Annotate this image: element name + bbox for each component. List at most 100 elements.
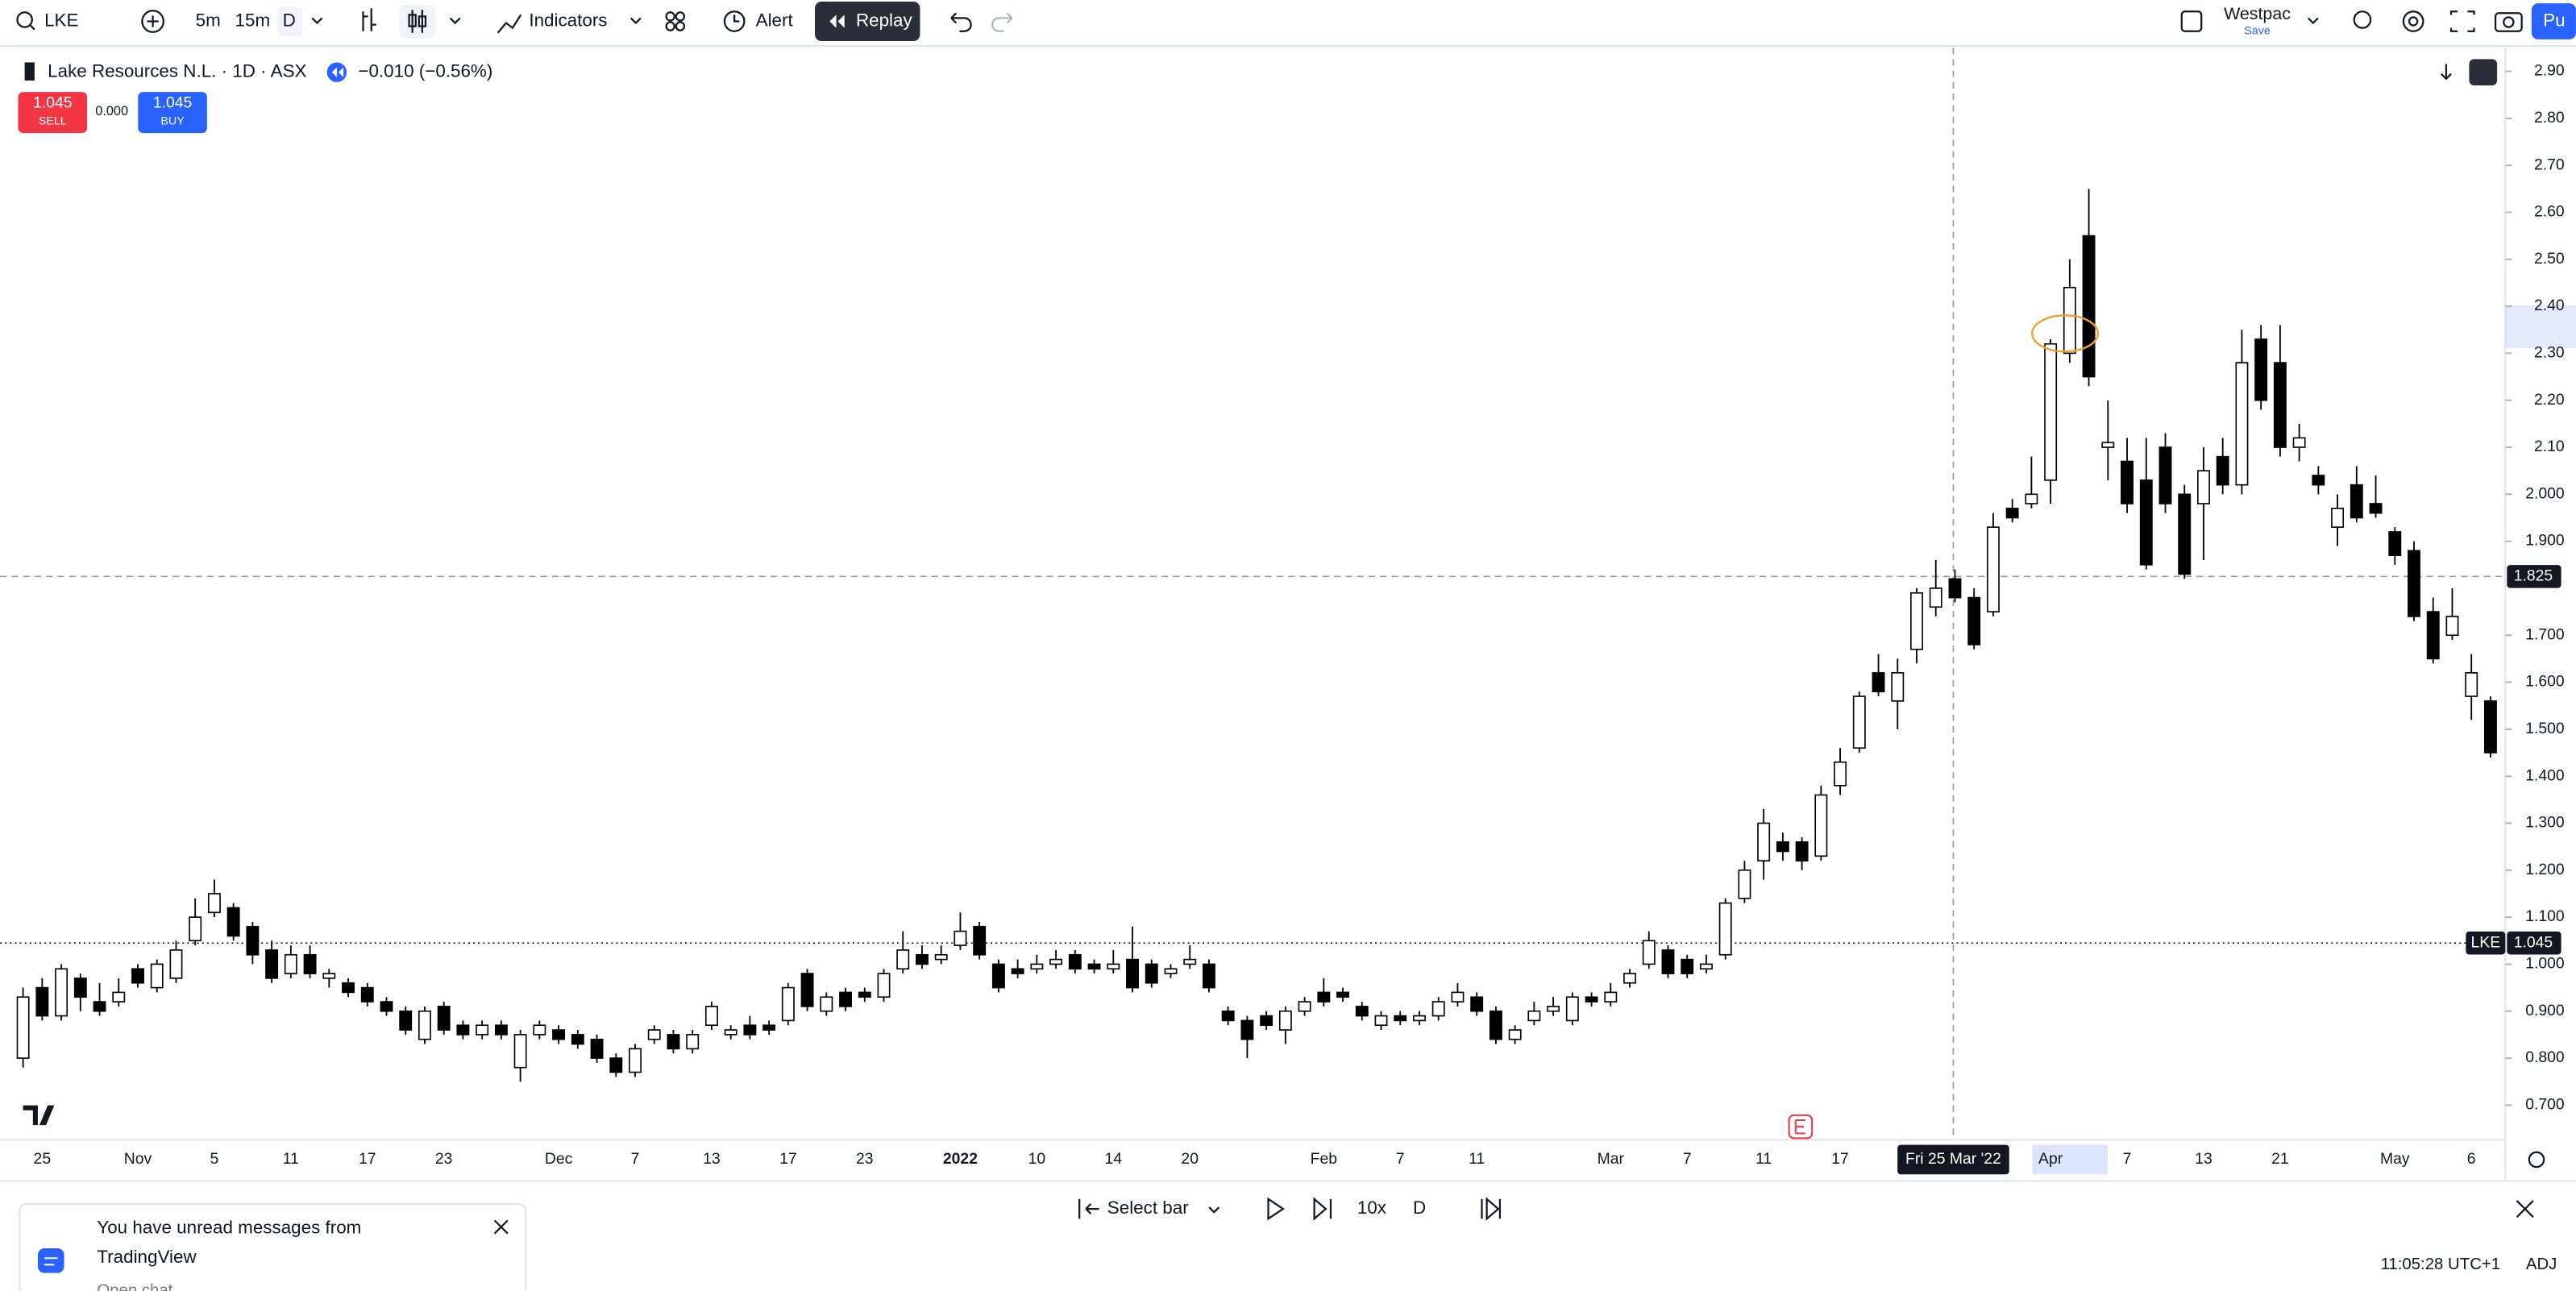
interval[interactable]: 5m bbox=[196, 10, 221, 30]
alert-icon[interactable] bbox=[723, 10, 746, 32]
y-tick-label: 0.900 bbox=[2525, 1002, 2565, 1019]
candle-body bbox=[2388, 531, 2402, 556]
last-price: 1.045 bbox=[2514, 933, 2553, 951]
candle-body bbox=[590, 1038, 604, 1059]
candle-body bbox=[322, 973, 336, 979]
sell-label[interactable]: SELL bbox=[39, 115, 67, 128]
symbol[interactable]: LKE bbox=[44, 10, 78, 30]
scroll-down[interactable] bbox=[2441, 64, 2452, 81]
fullscreen[interactable] bbox=[2449, 10, 2475, 32]
legend-change: −0.010 (−0.56%) bbox=[358, 61, 492, 81]
candle-body bbox=[2331, 508, 2345, 528]
x-tick-label: Mar bbox=[1598, 1150, 1625, 1168]
candle-body bbox=[2044, 342, 2058, 481]
candle-body bbox=[954, 930, 967, 946]
select-bar-icon[interactable] bbox=[1078, 1198, 1099, 1219]
buy-price[interactable]: 1.045 bbox=[153, 94, 192, 112]
publish-button-bg[interactable] bbox=[2531, 3, 2576, 39]
undo[interactable] bbox=[950, 12, 972, 32]
alert-button[interactable]: Alert bbox=[756, 10, 794, 30]
candle-body bbox=[1221, 1010, 1235, 1022]
replay-speed[interactable]: 10x bbox=[1357, 1198, 1386, 1218]
chevron[interactable] bbox=[311, 17, 323, 25]
last-price-bg bbox=[2507, 931, 2561, 955]
publish-button[interactable]: Pu bbox=[2543, 10, 2565, 30]
chevron[interactable] bbox=[2307, 17, 2319, 25]
chart-pane: 0.700 0.800 0.900 1.000 1.100 1.200 1.300 1.400… bbox=[0, 48, 2565, 1175]
interval[interactable]: D bbox=[283, 10, 296, 30]
candle-body bbox=[1260, 1015, 1273, 1027]
candle-body bbox=[1068, 953, 1082, 970]
candle-body bbox=[2005, 508, 2019, 519]
forward[interactable] bbox=[1313, 1197, 1332, 1221]
candle-body bbox=[2235, 362, 2249, 486]
drawing-ellipse[interactable] bbox=[2031, 314, 2100, 353]
legend: Lake Resources N.L. · 1D · ASX −0.010 (−… bbox=[18, 59, 2545, 1169]
y-tick-label: 2.60 bbox=[2534, 203, 2565, 221]
candle-body bbox=[189, 916, 202, 942]
select-bar[interactable]: Select bar bbox=[1107, 1198, 1189, 1218]
notification-card[interactable] bbox=[19, 1202, 527, 1291]
replay-button-bg[interactable] bbox=[815, 2, 920, 41]
earnings-marker-e bbox=[1794, 1119, 1806, 1135]
bar-style-icon[interactable] bbox=[362, 8, 376, 31]
search-icon[interactable] bbox=[16, 11, 33, 28]
spread: 0.000 bbox=[95, 104, 128, 118]
candle-body bbox=[1164, 968, 1178, 974]
close-replay[interactable] bbox=[2516, 1200, 2534, 1218]
close-notification[interactable] bbox=[493, 1219, 509, 1235]
price-axis bbox=[2505, 48, 2576, 1181]
buy-button-bg[interactable] bbox=[138, 92, 207, 134]
time-axis-settings[interactable] bbox=[2528, 1151, 2545, 1169]
interval[interactable]: 15m bbox=[235, 10, 271, 30]
last-symbol: LKE bbox=[2471, 933, 2501, 951]
x-tick-label: 11 bbox=[1755, 1150, 1772, 1168]
templates-icon[interactable] bbox=[665, 11, 686, 31]
notification-more[interactable]: Open chat bbox=[97, 1281, 172, 1291]
replay-interval[interactable]: D bbox=[1413, 1198, 1426, 1218]
replay-button[interactable]: Replay bbox=[856, 10, 913, 30]
layout-save[interactable]: Save bbox=[2244, 24, 2271, 37]
candle-body bbox=[1431, 1001, 1445, 1017]
candle-icon[interactable] bbox=[411, 10, 424, 33]
crosshair-price: 1.825 bbox=[2514, 567, 2553, 584]
x-tick-label: Feb bbox=[1311, 1150, 1337, 1168]
buy-label[interactable]: BUY bbox=[160, 115, 185, 128]
candle-body bbox=[858, 991, 871, 998]
notification-source: TradingView bbox=[97, 1247, 197, 1267]
indicators-icon[interactable] bbox=[497, 14, 522, 34]
chevron[interactable] bbox=[449, 17, 461, 25]
sell-price[interactable]: 1.045 bbox=[33, 94, 72, 112]
candle-body bbox=[1470, 996, 1484, 1012]
quick-search[interactable] bbox=[2353, 10, 2372, 29]
play[interactable] bbox=[1267, 1197, 1285, 1221]
candle-body bbox=[2101, 442, 2115, 448]
settings[interactable] bbox=[2402, 10, 2424, 32]
auto-scale[interactable] bbox=[2469, 59, 2498, 85]
x-tick-label: 25 bbox=[34, 1150, 52, 1168]
candle-body bbox=[342, 982, 355, 994]
indicators-button[interactable]: Indicators bbox=[529, 10, 607, 30]
alert-icon-hands bbox=[733, 15, 740, 23]
candle-body bbox=[437, 1006, 451, 1031]
snapshot[interactable] bbox=[2494, 12, 2523, 32]
chevron[interactable] bbox=[1208, 1206, 1220, 1214]
candle-body bbox=[399, 1010, 413, 1031]
add-symbol[interactable] bbox=[141, 10, 164, 33]
redo[interactable] bbox=[991, 12, 1013, 32]
sell-button-bg[interactable] bbox=[18, 92, 88, 134]
layout-name[interactable]: Westpac bbox=[2224, 4, 2291, 23]
adjustment[interactable]: ADJ bbox=[2526, 1256, 2557, 1273]
candle-body bbox=[991, 963, 1005, 989]
candle-body bbox=[380, 1001, 393, 1012]
candle-body bbox=[704, 1006, 718, 1027]
candle-icon-body bbox=[418, 15, 427, 27]
clock: 11:05:28 UTC+1 bbox=[2381, 1256, 2501, 1273]
chevron[interactable] bbox=[629, 17, 642, 25]
earnings-marker[interactable] bbox=[1788, 1114, 1814, 1139]
candle-body bbox=[2408, 550, 2420, 617]
layout-checkbox[interactable] bbox=[2180, 10, 2203, 32]
x-tick-label: 14 bbox=[1105, 1150, 1123, 1168]
jump-to-realtime[interactable] bbox=[1481, 1197, 1502, 1221]
